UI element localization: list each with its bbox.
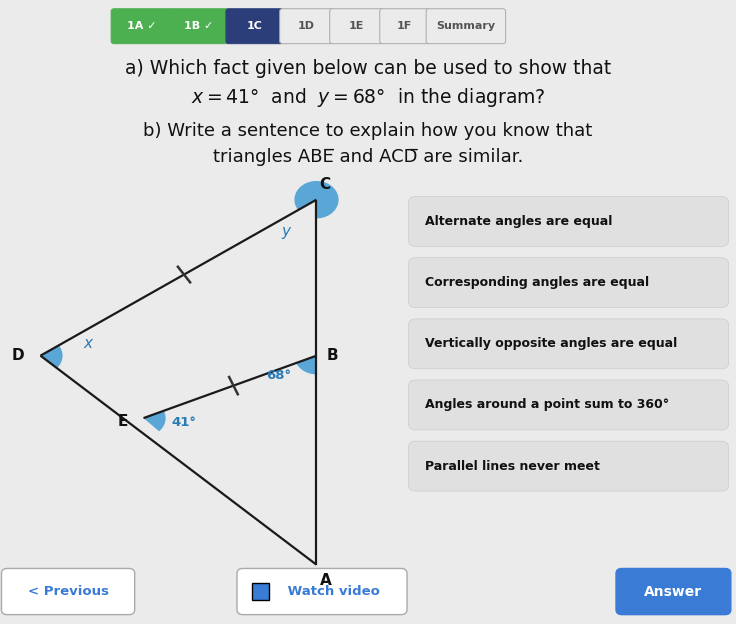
FancyBboxPatch shape [252,583,269,600]
Text: Vertically opposite angles are equal: Vertically opposite angles are equal [425,338,677,350]
Text: Corresponding angles are equal: Corresponding angles are equal [425,276,649,289]
FancyBboxPatch shape [408,319,729,369]
FancyBboxPatch shape [408,380,729,430]
FancyBboxPatch shape [616,568,731,615]
Wedge shape [294,181,339,218]
Wedge shape [40,345,63,368]
Text: 1E: 1E [349,21,364,31]
Wedge shape [144,411,166,431]
FancyBboxPatch shape [426,9,506,44]
Text: 1F: 1F [397,21,412,31]
Text: Watch video: Watch video [283,585,380,598]
Wedge shape [296,356,316,374]
Text: Angles around a point sum to 360°: Angles around a point sum to 360° [425,399,669,411]
Text: 41°: 41° [171,416,197,429]
FancyBboxPatch shape [237,568,407,615]
Text: triangles ABE̅ and ACD̅ are similar.: triangles ABE̅ and ACD̅ are similar. [213,149,523,166]
FancyBboxPatch shape [280,9,333,44]
Text: 68°: 68° [266,369,291,383]
Text: 1B ✓: 1B ✓ [185,21,213,31]
FancyBboxPatch shape [380,9,430,44]
Text: Summary: Summary [436,21,495,31]
FancyBboxPatch shape [330,9,383,44]
Text: < Previous: < Previous [28,585,109,598]
Text: Answer: Answer [645,585,702,598]
Text: B: B [327,348,339,363]
FancyBboxPatch shape [1,568,135,615]
Text: $x = 41°$  and  $y = 68°$  in the diagram?: $x = 41°$ and $y = 68°$ in the diagram? [191,87,545,109]
Text: $y$: $y$ [281,225,293,241]
Text: 1D: 1D [298,21,315,31]
FancyBboxPatch shape [111,9,172,44]
Text: a) Which fact given below can be used to show that: a) Which fact given below can be used to… [125,59,611,78]
Text: A: A [319,573,331,588]
Text: E: E [118,414,128,429]
FancyBboxPatch shape [408,258,729,308]
Text: 1C: 1C [247,21,263,31]
Text: C: C [319,177,331,192]
FancyBboxPatch shape [408,441,729,491]
Text: b) Write a sentence to explain how you know that: b) Write a sentence to explain how you k… [144,122,592,140]
Text: $x$: $x$ [83,336,95,351]
FancyBboxPatch shape [408,197,729,246]
Text: Parallel lines never meet: Parallel lines never meet [425,460,600,472]
Text: D: D [12,348,25,363]
FancyBboxPatch shape [169,9,230,44]
FancyBboxPatch shape [226,9,283,44]
Text: 1A ✓: 1A ✓ [127,21,157,31]
Text: Alternate angles are equal: Alternate angles are equal [425,215,612,228]
